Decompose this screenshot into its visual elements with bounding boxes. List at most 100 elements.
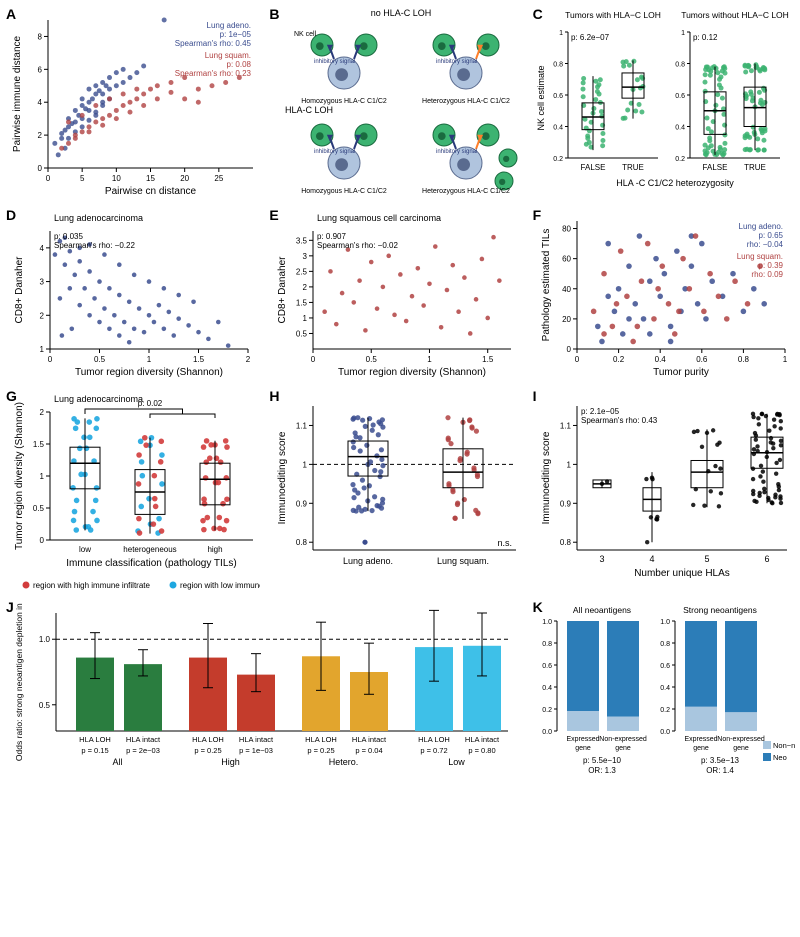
svg-text:Lung adenocarcinoma: Lung adenocarcinoma	[54, 394, 143, 404]
svg-text:Low: Low	[448, 757, 465, 767]
panel-b: B no HLA-C LOHHLA-C LOHinhibitory signal…	[271, 8, 528, 203]
panel-k: K All neoantigens0.00.20.40.60.81.0Expre…	[535, 601, 792, 796]
svg-text:0: 0	[311, 355, 316, 364]
panel-g-label: G	[6, 388, 17, 404]
svg-text:2: 2	[303, 283, 308, 292]
svg-text:0.6: 0.6	[675, 93, 685, 100]
svg-text:15: 15	[146, 174, 155, 183]
svg-text:gene: gene	[733, 745, 749, 752]
svg-text:2: 2	[246, 355, 251, 364]
scatter-f: 00.20.40.60.81020406080Tumor purityPatho…	[535, 209, 795, 384]
svg-text:HLA -C C1/C2 heterozygosity: HLA -C C1/C2 heterozygosity	[616, 178, 734, 188]
svg-text:4: 4	[38, 98, 43, 107]
svg-text:0.5: 0.5	[33, 504, 45, 513]
svg-text:n.s.: n.s.	[498, 538, 513, 548]
svg-text:OR: 1.3: OR: 1.3	[588, 766, 616, 775]
svg-text:HLA LOH: HLA LOH	[192, 735, 224, 744]
svg-text:2: 2	[38, 131, 43, 140]
svg-text:60: 60	[562, 255, 571, 264]
panel-c-label: C	[533, 6, 543, 22]
svg-text:80: 80	[562, 225, 571, 234]
svg-text:High: High	[221, 757, 240, 767]
svg-text:6: 6	[764, 554, 769, 564]
svg-text:0: 0	[574, 355, 579, 364]
svg-text:NK cell estimate: NK cell estimate	[536, 65, 546, 130]
svg-text:1: 1	[782, 355, 787, 364]
svg-text:6: 6	[38, 65, 43, 74]
svg-text:region with high immune infilt: region with high immune infiltrate	[33, 581, 150, 590]
svg-text:p: 0.02: p: 0.02	[138, 399, 163, 408]
svg-text:40: 40	[562, 285, 571, 294]
svg-text:p = 0.72: p = 0.72	[420, 746, 447, 755]
svg-text:p: 0.907: p: 0.907	[317, 232, 346, 241]
svg-text:OR: 1.4: OR: 1.4	[706, 766, 734, 775]
svg-text:p: 5.5e−10: p: 5.5e−10	[583, 756, 622, 765]
svg-text:HLA intact: HLA intact	[352, 735, 387, 744]
svg-text:1.1: 1.1	[560, 421, 572, 430]
svg-text:0.4: 0.4	[542, 685, 552, 692]
svg-text:0.5: 0.5	[296, 329, 308, 338]
svg-text:0: 0	[40, 536, 45, 545]
boxplot-i: 0.80.911.1Number unique HLAsImmunoeditin…	[535, 390, 795, 595]
svg-text:2: 2	[40, 408, 45, 417]
panel-h: H 0.80.911.1Immunoediting scoreLung aden…	[271, 390, 528, 595]
stackbar-k: All neoantigens0.00.20.40.60.81.0Express…	[535, 601, 795, 796]
svg-text:All neoantigens: All neoantigens	[573, 605, 631, 615]
boxplot-g: Lung adenocarcinoma00.511.52Immune class…	[8, 390, 260, 595]
svg-text:0.8: 0.8	[737, 355, 749, 364]
svg-text:1.0: 1.0	[39, 635, 51, 644]
svg-text:p: 0.12: p: 0.12	[693, 33, 718, 42]
svg-text:p: 0.39: p: 0.39	[758, 261, 783, 270]
svg-text:no HLA-C LOH: no HLA-C LOH	[371, 8, 432, 18]
svg-text:0: 0	[46, 174, 51, 183]
svg-text:gene: gene	[615, 745, 631, 752]
svg-text:1.5: 1.5	[193, 355, 205, 364]
svg-text:Spearman's rho: −0.02: Spearman's rho: −0.02	[317, 241, 398, 250]
svg-text:p: 1e−05: p: 1e−05	[220, 30, 252, 39]
svg-text:TRUE: TRUE	[744, 163, 766, 172]
svg-text:Immune classification (patholo: Immune classification (pathology TILs)	[66, 558, 236, 569]
svg-text:0.6: 0.6	[660, 663, 670, 670]
svg-text:8: 8	[38, 32, 43, 41]
svg-text:NK cell: NK cell	[294, 31, 317, 38]
svg-text:Tumors with HLA−C LOH: Tumors with HLA−C LOH	[565, 10, 661, 20]
svg-text:inhibitory signal: inhibitory signal	[314, 59, 355, 65]
svg-text:region with low immune infiltr: region with low immune infiltrate	[180, 581, 260, 590]
panel-i-label: I	[533, 388, 537, 404]
svg-text:HLA intact: HLA intact	[239, 735, 274, 744]
svg-text:FALSE: FALSE	[702, 163, 727, 172]
svg-text:1.5: 1.5	[482, 355, 494, 364]
panel-f: F 00.20.40.60.81020406080Tumor purityPat…	[535, 209, 792, 384]
panel-g: G Lung adenocarcinoma00.511.52Immune cla…	[8, 390, 265, 595]
svg-text:0.8: 0.8	[675, 62, 685, 69]
svg-text:gene: gene	[693, 745, 709, 752]
figure-grid: A 051015202502468Pairwise cn distancePai…	[8, 8, 792, 796]
svg-text:0.4: 0.4	[675, 125, 685, 132]
panel-c: C Tumors with HLA−C LOHp: 6.2e−070.20.40…	[535, 8, 792, 203]
svg-text:0.8: 0.8	[660, 641, 670, 648]
svg-text:Tumor region diversity (Shanno: Tumor region diversity (Shannon)	[14, 402, 25, 550]
svg-text:HLA intact: HLA intact	[126, 735, 161, 744]
svg-text:Lung adeno.: Lung adeno.	[343, 556, 393, 566]
svg-text:HLA LOH: HLA LOH	[305, 735, 337, 744]
boxplot-c: Tumors with HLA−C LOHp: 6.2e−070.20.40.6…	[535, 8, 795, 203]
svg-text:1: 1	[147, 355, 152, 364]
panel-d: D Lung adenocarcinoma00.511.521234Tumor …	[8, 209, 265, 384]
panel-e: E Lung squamous cell carcinoma00.511.50.…	[271, 209, 528, 384]
svg-text:CD8+ Danaher: CD8+ Danaher	[277, 256, 288, 324]
svg-text:0.8: 0.8	[542, 641, 552, 648]
svg-text:Neo: Neo	[773, 753, 787, 762]
svg-text:0.8: 0.8	[553, 62, 563, 69]
svg-text:Tumor region diversity (Shanno: Tumor region diversity (Shannon)	[338, 367, 486, 378]
svg-text:Pairwise immune distance: Pairwise immune distance	[12, 35, 23, 152]
svg-text:low: low	[79, 545, 91, 554]
svg-text:Lung squam.: Lung squam.	[736, 252, 782, 261]
svg-text:Expressed: Expressed	[566, 736, 599, 743]
svg-text:Spearman's rho: 0.43: Spearman's rho: 0.43	[581, 416, 658, 425]
svg-text:HLA-C LOH: HLA-C LOH	[285, 105, 333, 115]
svg-text:inhibitory signal: inhibitory signal	[436, 59, 477, 65]
svg-text:Strong neoantigens: Strong neoantigens	[683, 605, 757, 615]
svg-text:0.5: 0.5	[94, 355, 106, 364]
svg-text:25: 25	[214, 174, 223, 183]
svg-text:p = 0.04: p = 0.04	[355, 746, 382, 755]
